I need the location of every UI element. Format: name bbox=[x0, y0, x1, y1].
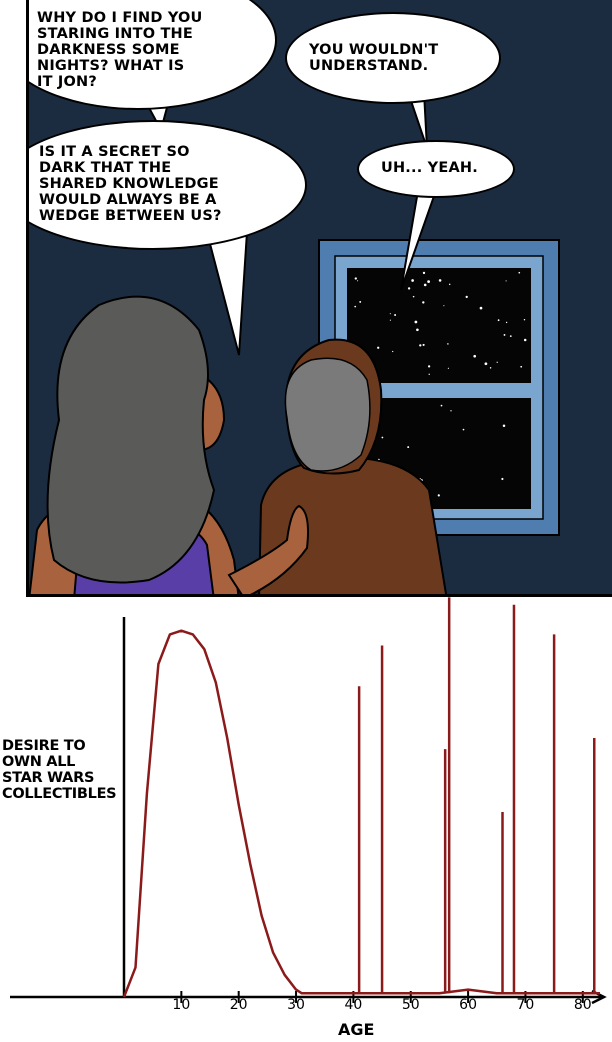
speech-bubble-man-2 bbox=[357, 140, 515, 198]
x-tick-label: 50 bbox=[401, 997, 420, 1013]
star bbox=[427, 365, 431, 368]
star bbox=[448, 283, 451, 286]
x-tick-label: 10 bbox=[172, 997, 191, 1013]
woman-hand bbox=[227, 504, 309, 594]
x-tick-label: 20 bbox=[229, 997, 248, 1013]
x-tick-label: 70 bbox=[516, 997, 535, 1013]
star bbox=[473, 354, 477, 358]
star bbox=[501, 477, 504, 481]
star bbox=[437, 494, 440, 497]
star bbox=[389, 313, 391, 315]
star bbox=[407, 287, 411, 290]
star bbox=[447, 343, 449, 345]
star bbox=[416, 328, 419, 332]
star bbox=[359, 300, 362, 303]
star bbox=[505, 321, 508, 324]
x-tick-label: 40 bbox=[344, 997, 363, 1013]
star bbox=[450, 410, 452, 412]
star bbox=[462, 428, 465, 431]
star bbox=[412, 295, 415, 298]
window-pane-top bbox=[347, 268, 531, 383]
star bbox=[354, 277, 357, 280]
star bbox=[484, 362, 488, 366]
comic-panel: Why do I find you staring into the darkn… bbox=[26, 0, 612, 597]
star bbox=[394, 314, 397, 316]
star bbox=[428, 373, 430, 375]
star bbox=[518, 271, 521, 274]
star bbox=[423, 283, 427, 287]
star bbox=[422, 271, 426, 275]
man-hair bbox=[284, 357, 371, 472]
speech-bubble-man-1 bbox=[285, 12, 501, 104]
man-jon bbox=[258, 338, 448, 594]
star bbox=[443, 305, 445, 307]
speech-text-man-2: Uh... yeah. bbox=[381, 160, 478, 176]
star bbox=[523, 318, 526, 321]
star bbox=[502, 424, 506, 427]
star bbox=[447, 367, 449, 369]
star bbox=[414, 320, 418, 324]
star bbox=[377, 346, 380, 349]
star bbox=[479, 306, 483, 310]
desire-curve bbox=[122, 629, 600, 998]
star bbox=[411, 279, 414, 282]
tail-woman-2 bbox=[207, 230, 249, 356]
woman bbox=[29, 295, 309, 594]
star bbox=[354, 305, 357, 308]
star bbox=[520, 365, 523, 368]
star bbox=[407, 446, 410, 449]
desire-spikes bbox=[357, 597, 596, 994]
speech-text-woman-2: Is it a secret so dark that the shared k… bbox=[39, 144, 222, 224]
star bbox=[440, 404, 443, 407]
star bbox=[419, 344, 422, 347]
star bbox=[357, 280, 359, 282]
speech-text-woman-1: Why do I find you staring into the darkn… bbox=[37, 10, 203, 90]
star bbox=[523, 338, 527, 342]
star bbox=[489, 367, 492, 369]
x-axis-label: AGE bbox=[338, 1020, 375, 1039]
x-tick-label: 30 bbox=[287, 997, 305, 1013]
x-tick-label: 60 bbox=[459, 997, 478, 1013]
star bbox=[427, 280, 430, 283]
star bbox=[381, 436, 384, 439]
night-scene bbox=[29, 239, 560, 594]
speech-bubble-woman-2 bbox=[29, 120, 307, 250]
star bbox=[496, 361, 498, 363]
speech-text-man-1: You wouldn't understand. bbox=[309, 42, 439, 74]
star bbox=[509, 335, 512, 337]
woman-hair bbox=[46, 295, 216, 584]
tail-man-2 bbox=[400, 180, 441, 291]
star bbox=[389, 319, 391, 321]
y-axis-label: Desire to own all Star Wars collectibles bbox=[2, 738, 117, 802]
star bbox=[497, 319, 500, 322]
star bbox=[422, 301, 425, 304]
star bbox=[503, 333, 506, 336]
star bbox=[438, 279, 442, 282]
star bbox=[465, 295, 468, 299]
x-tick-label: 80 bbox=[573, 997, 592, 1013]
star bbox=[422, 343, 425, 346]
star bbox=[505, 280, 507, 282]
star bbox=[392, 350, 394, 353]
desire-chart bbox=[10, 597, 607, 1005]
